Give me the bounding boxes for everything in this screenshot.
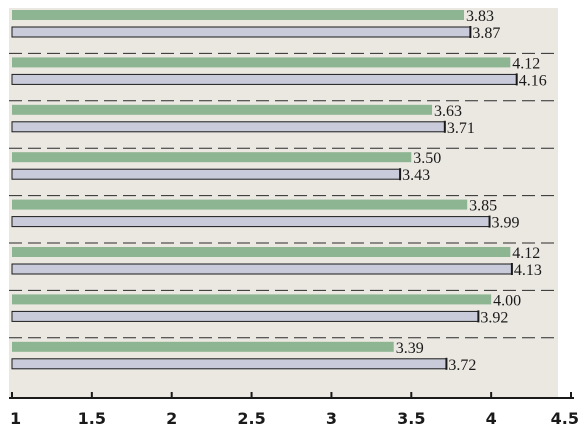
value-label-series-2: 4.16	[519, 72, 547, 89]
x-tick-label: 3	[326, 409, 337, 428]
value-labels: 3.83 4.12 3.63 3.50 3.85 4.12 4.00 3.39 3.87 4.16…	[396, 8, 547, 374]
bar-series-2	[11, 168, 401, 180]
x-axis-ticks: 1 1.5 2 2.5 3 3.5 4 4.5	[10, 392, 579, 428]
value-label-series-1: 3.39	[396, 340, 424, 357]
value-label-series-2: 3.99	[492, 215, 520, 232]
bar-series-2	[11, 121, 446, 133]
value-label-series-2: 3.87	[472, 25, 500, 42]
bar-series-1	[12, 247, 511, 257]
x-tick-label: 1	[10, 409, 21, 428]
x-tick-label: 4.5	[551, 409, 579, 428]
x-tick-label: 4	[486, 409, 497, 428]
value-label-series-2: 3.43	[402, 167, 430, 184]
x-tick-label: 2.5	[237, 409, 265, 428]
bar-series-1	[12, 294, 492, 305]
value-label-series-2: 4.13	[514, 262, 542, 279]
group-separators	[9, 52, 558, 339]
x-tick-label: 2	[166, 409, 177, 428]
value-label-series-2: 3.92	[480, 309, 508, 326]
value-label-series-2: 3.72	[448, 357, 476, 374]
bar-series-1	[12, 104, 433, 115]
bar-series-2	[11, 73, 518, 85]
bar-series-2	[11, 263, 513, 275]
bar-series-1	[12, 57, 511, 68]
value-label-series-1: 4.00	[493, 292, 521, 309]
x-tick-label: 3.5	[397, 409, 425, 428]
bars	[11, 10, 518, 370]
bar-series-2	[11, 26, 471, 38]
bar-series-1	[12, 341, 394, 352]
value-label-series-1: 3.85	[469, 198, 497, 215]
bar-series-1	[12, 199, 468, 210]
value-label-series-1: 4.12	[512, 245, 540, 262]
value-label-series-1: 3.50	[413, 150, 441, 167]
bar-series-2	[11, 216, 491, 228]
bar-series-1	[12, 10, 464, 20]
bar-series-2	[11, 358, 447, 370]
value-label-series-1: 3.83	[466, 8, 494, 25]
value-label-series-1: 3.63	[434, 103, 462, 120]
value-label-series-2: 3.71	[447, 120, 475, 137]
x-tick-label: 1.5	[78, 409, 106, 428]
value-label-series-1: 4.12	[512, 55, 540, 72]
bar-series-1	[12, 152, 412, 163]
bar-series-2	[11, 310, 479, 322]
